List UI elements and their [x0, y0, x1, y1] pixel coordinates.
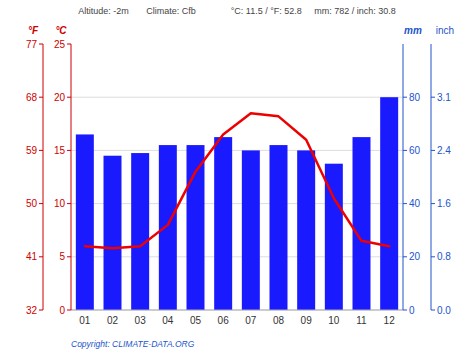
bar [76, 134, 94, 310]
tick-mark [67, 44, 71, 45]
tick-mark [403, 97, 407, 98]
temperature-line [85, 113, 389, 248]
tick-label: 68 [26, 92, 38, 103]
tick-label: 0 [409, 305, 415, 316]
tick-mark [431, 203, 435, 204]
bar [159, 145, 177, 310]
tick-label: 60 [409, 145, 421, 156]
tick-mark [403, 150, 407, 151]
tick-mark [403, 203, 407, 204]
tick-label: 80 [409, 92, 421, 103]
tick-mark [431, 150, 435, 151]
bar [214, 137, 232, 310]
tick-mark [39, 150, 43, 151]
tick-label: 77 [26, 39, 38, 50]
bar [297, 150, 315, 310]
grid-line [71, 310, 403, 311]
category-label: 07 [245, 315, 257, 326]
tick-mark [67, 150, 71, 151]
axis-label: mm [404, 25, 422, 36]
tick-mark [403, 310, 407, 311]
tick-mark [431, 97, 435, 98]
category-label: 09 [301, 315, 313, 326]
tick-mark [39, 256, 43, 257]
axis-label: °C [55, 25, 67, 36]
axis-line [71, 44, 72, 310]
category-label: 11 [356, 315, 367, 326]
tick-label: 10 [54, 198, 66, 209]
axis-label: °F [28, 25, 39, 36]
tick-label: 59 [26, 145, 38, 156]
mm-axis: 0 20 40 60 80 [403, 44, 421, 316]
category-label: 10 [328, 315, 340, 326]
tick-label: 0.8 [437, 251, 451, 262]
tick-mark [67, 310, 71, 311]
tick-mark [39, 310, 43, 311]
tick-label: 20 [409, 251, 421, 262]
tick-label: 20 [54, 92, 66, 103]
category-label: 02 [107, 315, 119, 326]
tick-label: 3.1 [437, 92, 451, 103]
tick-mark [67, 97, 71, 98]
tick-label: 32 [26, 305, 38, 316]
tick-mark [403, 256, 407, 257]
grid [71, 97, 403, 310]
title: Altitude: -2m Climate: Cfb °C: 11.5 / °F… [78, 6, 396, 16]
bar [270, 145, 288, 310]
bar [242, 150, 260, 310]
tick-mark [431, 310, 435, 311]
chart: 05101520253241505968770204060800.00.81.6… [0, 0, 474, 355]
tick-mark [39, 44, 43, 45]
marks [76, 97, 398, 310]
tick-label: 50 [26, 198, 38, 209]
tick-mark [67, 203, 71, 204]
category-label: 08 [273, 315, 285, 326]
tick-label: 25 [54, 39, 66, 50]
axis-label: inch [436, 25, 454, 36]
x-axis-line [71, 310, 403, 311]
tick-mark [67, 256, 71, 257]
category-label: 05 [190, 315, 202, 326]
category-label: 12 [384, 315, 396, 326]
axes: 05101520253241505968770204060800.00.81.6… [26, 39, 451, 327]
bar [353, 137, 371, 310]
bar [380, 97, 398, 310]
tick-mark [39, 203, 43, 204]
tick-mark [431, 256, 435, 257]
tick-label: 41 [26, 251, 38, 262]
tick-label: 0 [59, 305, 65, 316]
tick-label: 1.6 [437, 198, 451, 209]
fahrenheit-axis: 32 41 50 59 68 77 [26, 39, 43, 316]
category-label: 06 [218, 315, 230, 326]
category-label: 04 [162, 315, 174, 326]
annotation: Copyright: CLIMATE-DATA.ORG [71, 339, 195, 349]
inch-axis: 0.0 0.8 1.6 2.4 3.1 [431, 44, 451, 316]
tick-label: 40 [409, 198, 421, 209]
axis-line [43, 44, 44, 310]
axis-line [431, 44, 432, 310]
grid-line [71, 97, 403, 98]
axis-line [403, 44, 404, 310]
tick-label: 0.0 [437, 305, 451, 316]
category-label: 03 [135, 315, 147, 326]
tick-label: 5 [59, 251, 65, 262]
tick-label: 15 [54, 145, 66, 156]
category-label: 01 [79, 315, 91, 326]
tick-mark [39, 97, 43, 98]
bar [131, 153, 149, 310]
bar [104, 156, 122, 310]
tick-label: 2.4 [437, 145, 451, 156]
celsius-axis: 0 5 10 15 20 25 [54, 39, 71, 316]
